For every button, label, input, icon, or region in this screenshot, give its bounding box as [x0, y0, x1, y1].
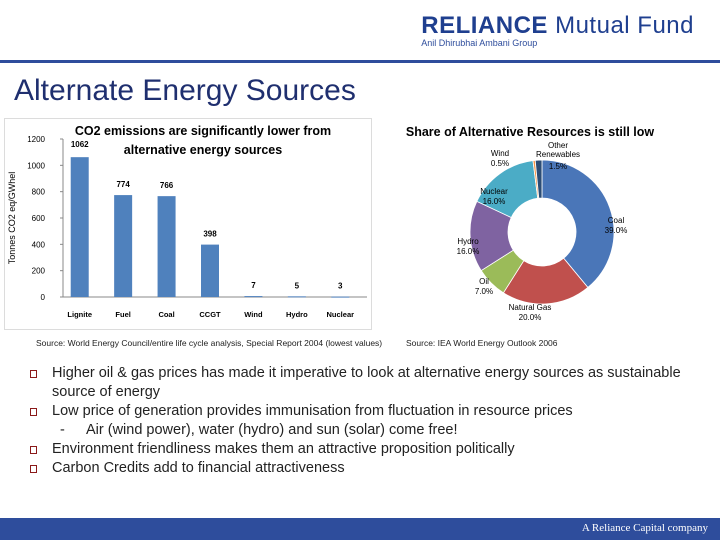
list-item: Higher oil & gas prices has made it impe… — [30, 364, 710, 402]
slice-label: Coal — [608, 216, 625, 225]
bullet-text: Carbon Credits add to financial attracti… — [52, 460, 345, 476]
slice-value-label: 16.0% — [457, 247, 480, 256]
x-tick-label: Nuclear — [327, 310, 355, 319]
bar — [114, 195, 133, 297]
x-tick-label: Lignite — [67, 310, 92, 319]
donut-slice — [534, 159, 543, 199]
bar — [331, 296, 350, 298]
footer-bar: A Reliance Capital company — [0, 518, 720, 540]
y-tick-label: 600 — [32, 214, 46, 223]
slice-value-label: 20.0% — [519, 313, 542, 322]
y-tick-label: 200 — [32, 267, 46, 276]
x-tick-label: Coal — [158, 310, 174, 319]
slice-value-label: 0.5% — [491, 159, 509, 168]
bar — [70, 157, 89, 297]
slice-value-label: 39.0% — [605, 226, 628, 235]
bar-value-label: 398 — [203, 230, 217, 239]
reliance-logo: RELIANCE Mutual Fund Anil Dhirubhai Amba… — [421, 12, 694, 48]
list-item: Low price of generation provides immunis… — [30, 402, 710, 421]
page-title: Alternate Energy Sources — [14, 74, 356, 107]
bar-value-label: 3 — [338, 282, 343, 291]
y-tick-label: 1200 — [27, 135, 45, 144]
bar-value-label: 5 — [295, 281, 300, 290]
donut-slice — [541, 159, 615, 289]
bullet-text: Higher oil & gas prices has made it impe… — [52, 365, 681, 400]
header-bar: RELIANCE Mutual Fund Anil Dhirubhai Amba… — [0, 0, 720, 62]
x-tick-label: Hydro — [286, 310, 308, 319]
dash-bullet: - — [60, 422, 65, 438]
co2-bar-chart: CO2 emissions are significantly lower fr… — [4, 118, 372, 330]
slice-value-label: 16.0% — [483, 197, 506, 206]
donut-chart-svg: Share of Alternative Resources is still … — [406, 125, 655, 322]
slice-value-label: 7.0% — [475, 287, 493, 296]
bar — [157, 196, 176, 297]
energy-share-donut-chart: Share of Alternative Resources is still … — [390, 118, 712, 330]
list-item: Environment friendliness makes them an a… — [30, 440, 710, 459]
y-tick-label: 1000 — [27, 161, 45, 170]
square-bullet-icon — [30, 370, 37, 378]
sub-bullet-text: Air (wind power), water (hydro) and sun … — [86, 422, 458, 438]
bar — [201, 244, 219, 297]
list-item: Carbon Credits add to financial attracti… — [30, 459, 710, 478]
slice-label: Natural Gas — [509, 303, 552, 312]
y-tick-label: 0 — [41, 293, 46, 302]
x-tick-label: Fuel — [115, 310, 130, 319]
y-axis-label: Tonnes CO2 eq/GWhel — [7, 172, 17, 265]
footer-text: A Reliance Capital company — [581, 522, 708, 534]
slice-value-label: 1.5% — [549, 162, 567, 171]
bar — [287, 296, 306, 298]
source-note-left: Source: World Energy Council/entire life… — [36, 338, 383, 348]
square-bullet-icon — [30, 408, 37, 416]
logo-mf-text: Mutual Fund — [555, 12, 694, 39]
slice-label: Nuclear — [480, 187, 508, 196]
bullet-text: Low price of generation provides immunis… — [52, 403, 573, 419]
bar-value-label: 1062 — [71, 140, 89, 149]
slice-label: Hydro — [457, 237, 479, 246]
square-bullet-icon — [30, 446, 37, 454]
slice-label: Oil — [479, 277, 489, 286]
bar-value-label: 7 — [251, 281, 256, 290]
slice-label: Other Renewables — [536, 141, 580, 159]
bullet-text: Environment friendliness makes them an a… — [52, 441, 515, 457]
y-tick-label: 800 — [32, 188, 46, 197]
bar-value-label: 766 — [160, 181, 174, 190]
bullet-list: Higher oil & gas prices has made it impe… — [30, 364, 710, 478]
logo-subtitle: Anil Dhirubhai Ambani Group — [421, 38, 538, 48]
bar-chart-svg: CO2 emissions are significantly lower fr… — [7, 124, 367, 319]
donut-chart-title: Share of Alternative Resources is still … — [406, 125, 655, 139]
bar-chart-title: CO2 emissions are significantly lower fr… — [75, 124, 331, 157]
x-tick-label: CCGT — [199, 310, 221, 319]
x-tick-label: Wind — [244, 310, 263, 319]
logo-main-text: RELIANCE — [421, 12, 548, 39]
bar — [244, 296, 263, 298]
slice-label: Wind — [491, 149, 509, 158]
square-bullet-icon — [30, 465, 37, 473]
sub-list-item: - Air (wind power), water (hydro) and su… — [30, 421, 710, 440]
header-divider — [0, 60, 720, 63]
bar-value-label: 774 — [116, 180, 130, 189]
source-note-right: Source: IEA World Energy Outlook 2006 — [406, 338, 558, 348]
y-tick-label: 400 — [32, 240, 46, 249]
